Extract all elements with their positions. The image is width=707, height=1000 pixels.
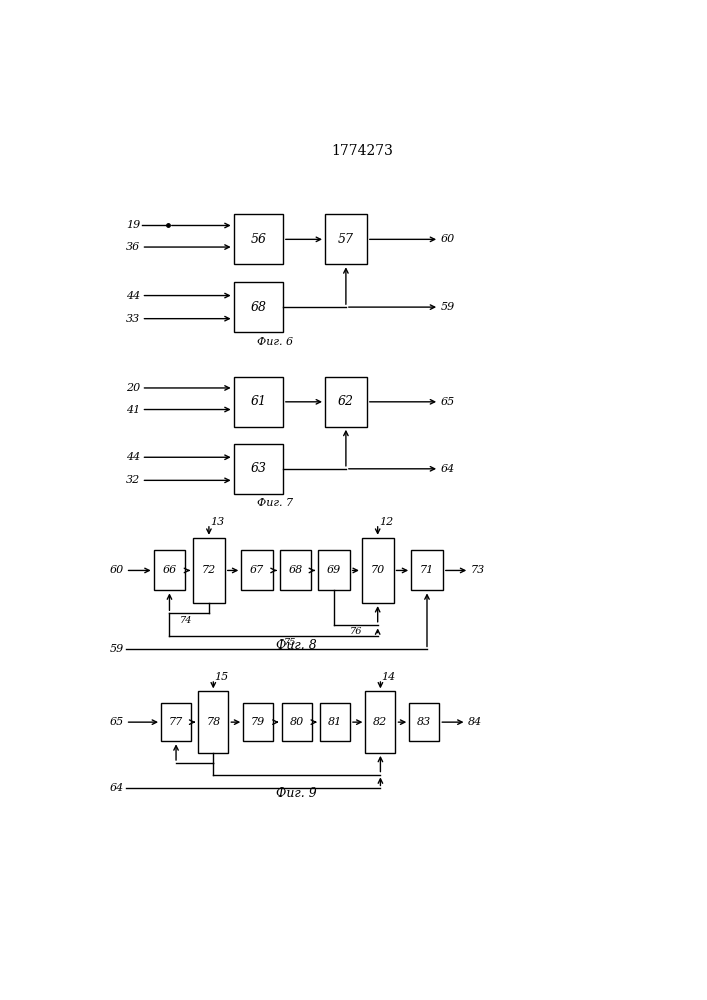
Text: 74: 74 (180, 616, 193, 625)
FancyBboxPatch shape (233, 377, 283, 427)
Text: 67: 67 (250, 565, 264, 575)
Text: 84: 84 (468, 717, 482, 727)
Text: 60: 60 (110, 565, 124, 575)
Text: 12: 12 (379, 517, 393, 527)
Text: 20: 20 (126, 383, 141, 393)
FancyBboxPatch shape (366, 691, 395, 753)
FancyBboxPatch shape (243, 703, 274, 741)
Text: 68: 68 (288, 565, 303, 575)
Text: 60: 60 (440, 234, 455, 244)
FancyBboxPatch shape (325, 377, 367, 427)
Text: 59: 59 (110, 644, 124, 654)
Text: Фиг. 6: Фиг. 6 (257, 337, 293, 347)
Text: 75: 75 (284, 638, 296, 647)
Text: 79: 79 (251, 717, 265, 727)
FancyBboxPatch shape (241, 550, 273, 590)
Text: Фиг. 9: Фиг. 9 (276, 787, 317, 800)
FancyBboxPatch shape (233, 282, 283, 332)
Text: 81: 81 (328, 717, 342, 727)
Text: 62: 62 (338, 395, 354, 408)
Text: 36: 36 (126, 242, 141, 252)
FancyBboxPatch shape (411, 550, 443, 590)
Text: 32: 32 (126, 475, 141, 485)
Text: 41: 41 (126, 405, 141, 415)
Text: 80: 80 (289, 717, 304, 727)
Text: 71: 71 (420, 565, 434, 575)
Text: 76: 76 (349, 627, 362, 636)
FancyBboxPatch shape (233, 444, 283, 494)
Text: 69: 69 (327, 565, 341, 575)
Text: 13: 13 (210, 517, 224, 527)
Text: Фиг. 8: Фиг. 8 (276, 639, 317, 652)
Text: 82: 82 (373, 717, 387, 727)
Text: 65: 65 (440, 397, 455, 407)
Text: 77: 77 (169, 717, 183, 727)
FancyBboxPatch shape (362, 538, 394, 603)
FancyBboxPatch shape (153, 550, 185, 590)
FancyBboxPatch shape (193, 538, 225, 603)
Text: 70: 70 (370, 565, 385, 575)
FancyBboxPatch shape (318, 550, 350, 590)
Text: 78: 78 (206, 717, 221, 727)
Text: 14: 14 (382, 672, 396, 682)
FancyBboxPatch shape (325, 214, 367, 264)
Text: 44: 44 (126, 291, 141, 301)
Text: 1774273: 1774273 (332, 144, 393, 158)
FancyBboxPatch shape (409, 703, 439, 741)
FancyBboxPatch shape (198, 691, 228, 753)
Text: 68: 68 (250, 301, 267, 314)
Text: Фиг. 7: Фиг. 7 (257, 498, 293, 508)
Text: 59: 59 (440, 302, 455, 312)
Text: 44: 44 (126, 452, 141, 462)
Text: 56: 56 (250, 233, 267, 246)
Text: 64: 64 (110, 783, 124, 793)
FancyBboxPatch shape (233, 214, 283, 264)
Text: 72: 72 (201, 565, 216, 575)
Text: 64: 64 (440, 464, 455, 474)
Text: 63: 63 (250, 462, 267, 475)
Text: 66: 66 (163, 565, 177, 575)
Text: 57: 57 (338, 233, 354, 246)
FancyBboxPatch shape (320, 703, 350, 741)
FancyBboxPatch shape (281, 703, 312, 741)
Text: 83: 83 (417, 717, 431, 727)
FancyBboxPatch shape (161, 703, 191, 741)
Text: 73: 73 (470, 565, 484, 575)
Text: 15: 15 (214, 672, 228, 682)
Text: 19: 19 (126, 220, 141, 230)
Text: 33: 33 (126, 314, 141, 324)
Text: 61: 61 (250, 395, 267, 408)
Text: 65: 65 (110, 717, 124, 727)
FancyBboxPatch shape (279, 550, 311, 590)
